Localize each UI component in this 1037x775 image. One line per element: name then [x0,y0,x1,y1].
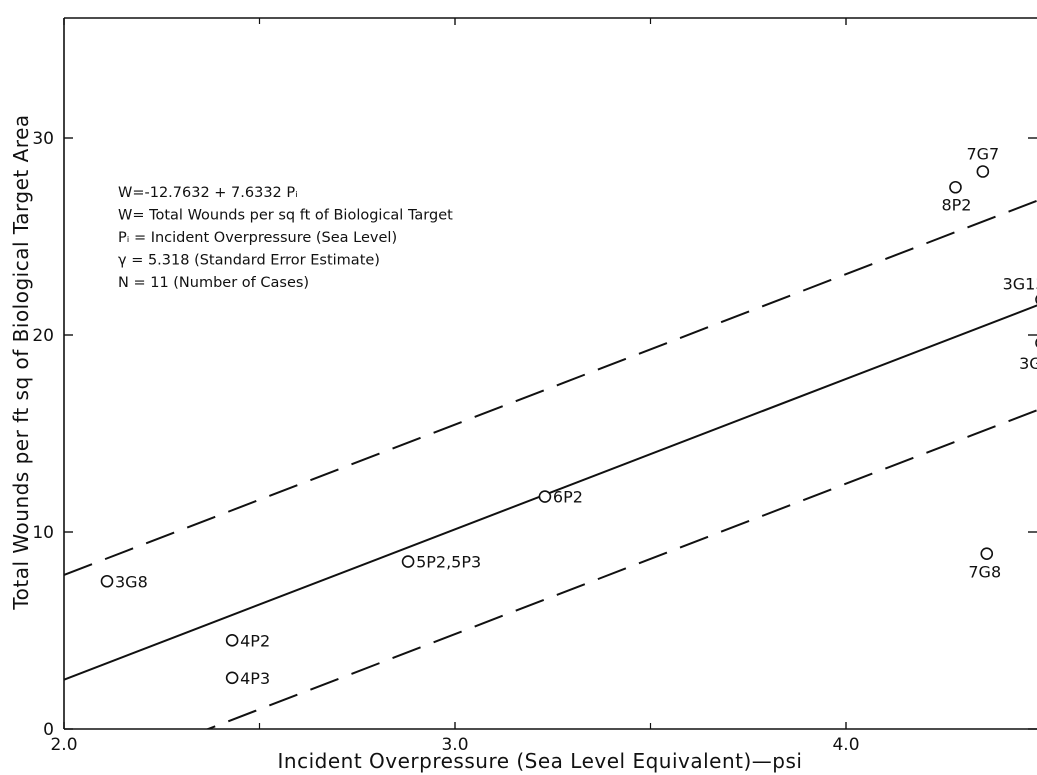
upper-bound-line [64,199,1037,576]
annotation-line: N = 11 (Number of Cases) [118,275,309,291]
data-point-group: 7G8 [968,547,1001,582]
x-tick-label: 3.0 [441,735,468,755]
data-point [949,180,962,194]
data-point-group: 4P3 [225,669,270,688]
data-point-group: 3G8 [100,572,148,591]
data-point-group: 6P2 [538,488,583,507]
data-point-group: 3G1 [1019,338,1037,373]
data-point-label: 3G1 [1019,354,1037,373]
regression-line [64,304,1037,681]
annotation-line: W=-12.7632 + 7.6332 Pᵢ [118,185,298,201]
annotation-line: Pᵢ = Incident Overpressure (Sea Level) [118,230,397,246]
data-point-label: 8P2 [941,195,971,214]
data-point-label: 7G8 [968,563,1001,582]
y-tick-label: 30 [32,129,54,149]
x-tick-label: 4.0 [832,735,859,755]
data-point [225,634,239,647]
data-point [401,555,415,568]
data-point-label: 7G7 [966,144,999,163]
data-point-group: 8P2 [941,180,971,214]
y-tick-label: 20 [32,326,54,346]
x-axis-title: Incident Overpressure (Sea Level Equival… [278,749,803,773]
data-point-label: 4P2 [240,631,270,650]
data-point [100,574,114,588]
equation-annotation: W=-12.7632 + 7.6332 Pᵢ W= Total Wounds pe… [118,185,453,291]
data-point-label: 3G8 [115,572,148,591]
data-point [225,671,239,685]
data-point [538,490,552,503]
data-point-label: 6P2 [553,488,583,507]
y-tick-label: 0 [43,720,54,740]
data-point [980,547,994,560]
axis-ticks: 2.0 3.0 4.0 0 10 20 30 [32,18,1037,755]
data-point-group: 4P2 [225,631,270,650]
y-tick-label: 10 [32,523,54,543]
annotation-line: γ = 5.318 (Standard Error Estimate) [118,253,380,269]
y-axis-title: Total Wounds per ft sq of Biological Tar… [9,114,33,610]
data-point-label: 5P2,5P3 [416,553,481,572]
axes [63,17,1037,730]
x-tick-label: 2.0 [50,735,77,755]
lower-bound-line [205,409,1037,729]
data-point-group: 7G7 [966,144,999,178]
data-point [976,165,990,178]
fit-lines [64,199,1037,729]
data-point-group: 5P2,5P3 [401,553,481,572]
annotation-line: W= Total Wounds per sq ft of Biological … [118,208,453,224]
data-point-label: 4P3 [240,669,270,688]
